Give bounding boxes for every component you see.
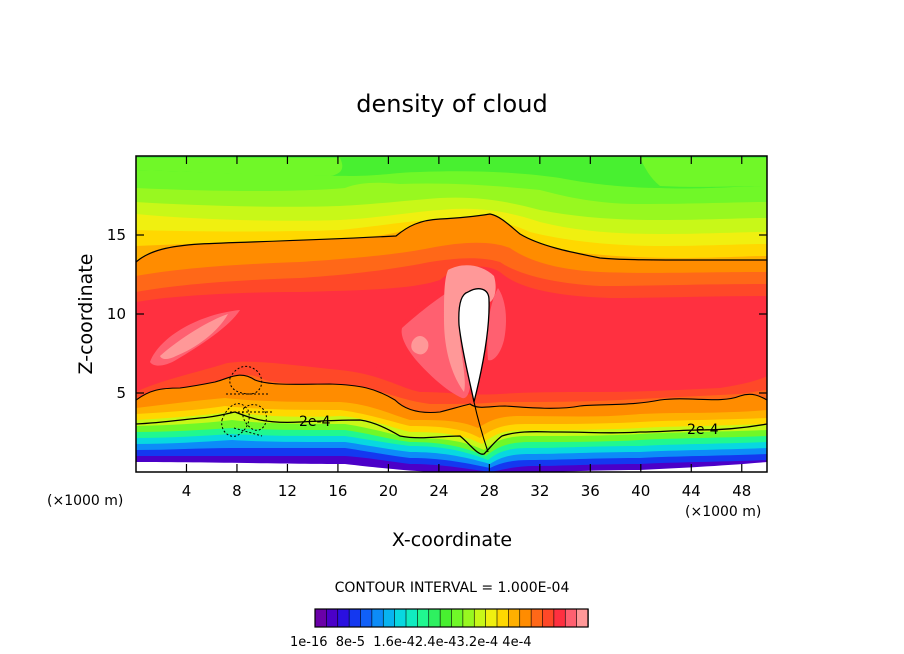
x-unit-right: (×1000 m) (685, 504, 761, 520)
x-tick-label: 20 (379, 482, 398, 500)
color-bands (136, 156, 767, 472)
x-tick-label: 16 (328, 482, 347, 500)
density-field (136, 156, 767, 472)
x-tick-label: 48 (732, 482, 751, 500)
colorbar-swatch (394, 608, 407, 628)
contour-label-1: 2e-4 (299, 414, 331, 430)
colorbar-swatch (326, 608, 339, 628)
x-unit-left: (×1000 m) (47, 493, 123, 509)
colorbar-swatch (439, 608, 453, 628)
x-tick-label: 36 (581, 482, 600, 500)
x-axis-ticks: 4 8 12 16 20 24 28 32 36 40 44 48 (182, 156, 751, 500)
colorbar-swatch (451, 608, 464, 628)
colorbar-swatch (508, 608, 521, 628)
colorbar-frame (314, 608, 589, 628)
y-tick-label: 15 (107, 226, 126, 244)
colorbar-swatch (530, 608, 544, 628)
colorbar-labels: 1e-16 8e-5 1.6e-42.4e-43.2e-4 4e-4 (290, 635, 532, 650)
band-fill (487, 288, 506, 361)
colorbar-swatch (371, 608, 384, 628)
x-tick-label: 44 (682, 482, 701, 500)
colorbar-swatch (519, 608, 532, 628)
contour-noise (221, 365, 272, 437)
y-tick-label: 10 (107, 305, 126, 323)
colorbar-swatch (314, 608, 328, 628)
colorbar-swatch (576, 608, 589, 628)
contour-line-upper (136, 213, 767, 263)
colorbar-swatch (417, 608, 430, 628)
x-tick-label: 4 (182, 482, 192, 500)
colorbar-swatch (542, 608, 555, 628)
y-tick-label: 5 (116, 384, 126, 402)
colorbar-swatch (496, 608, 510, 628)
x-tick-label: 28 (480, 482, 499, 500)
colorbar-swatch (553, 608, 566, 628)
x-tick-label: 24 (429, 482, 448, 500)
band-fill (411, 336, 429, 355)
colorbar-swatch (337, 608, 350, 628)
colorbar-swatch (462, 608, 475, 628)
colorbar-swatch (405, 608, 419, 628)
colorbar (314, 608, 589, 628)
band-fill (640, 158, 767, 187)
colorbar-swatch (348, 608, 362, 628)
x-tick-label: 32 (530, 482, 549, 500)
x-tick-label: 40 (631, 482, 650, 500)
y-axis-ticks: 5 10 15 (107, 226, 767, 402)
band-fill (444, 265, 496, 392)
y-axis-label: Z-coordinate (75, 254, 97, 375)
colorbar-swatch (428, 608, 441, 628)
chart-title: density of cloud (356, 90, 547, 118)
band-fill (136, 158, 343, 176)
band-fill (136, 462, 767, 472)
x-tick-label: 12 (278, 482, 297, 500)
peak-region (458, 288, 490, 403)
contour-line-lower (136, 374, 767, 414)
contour-label-2: 2e-4 (687, 422, 719, 438)
colorbar-swatch (564, 608, 578, 628)
x-axis-label: X-coordinate (392, 529, 512, 551)
contour-line-wisp (473, 401, 489, 453)
colorbar-swatch (382, 608, 396, 628)
band-fill (160, 314, 228, 359)
colorbar-swatch (485, 608, 498, 628)
contour-interval: CONTOUR INTERVAL = 1.000E-04 (335, 580, 570, 596)
colorbar-swatch (473, 608, 487, 628)
colorbar-swatch (360, 608, 373, 628)
x-tick-label: 8 (232, 482, 242, 500)
